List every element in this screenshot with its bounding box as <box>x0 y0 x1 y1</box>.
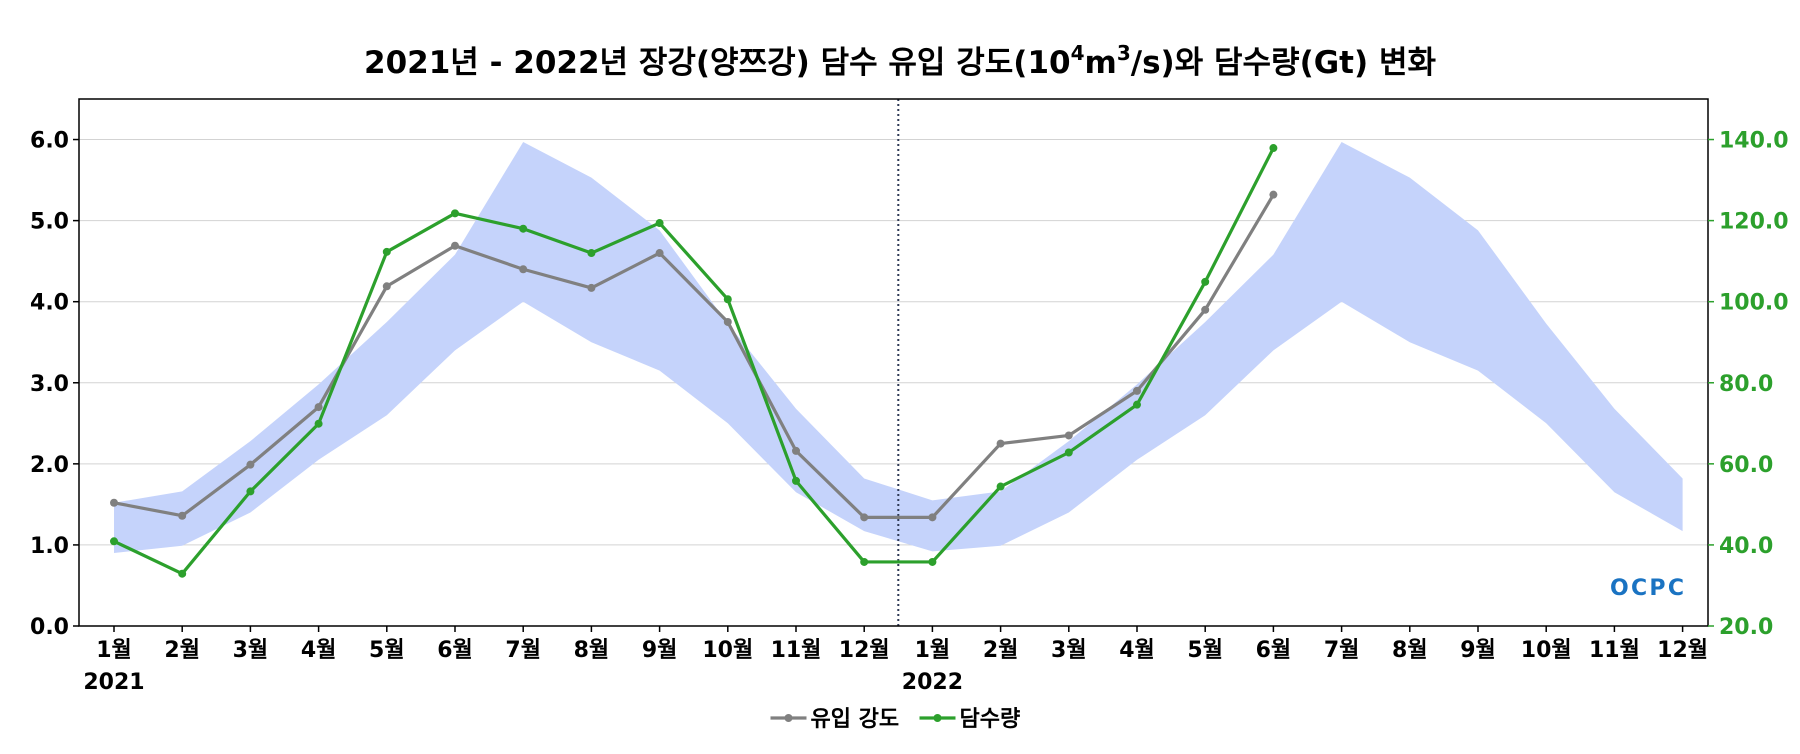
series-0-point-9 <box>723 317 732 326</box>
y-right-tick-label-1: 40.0 <box>1719 534 1773 559</box>
x-tick-label-12: 1월 <box>915 638 951 663</box>
x-tick-label-18: 7월 <box>1324 638 1360 663</box>
series-1-point-16 <box>1201 277 1210 286</box>
series-0-point-7 <box>587 283 596 292</box>
x-tick-label-6: 7월 <box>505 638 541 663</box>
x-tick-label-23: 12월 <box>1657 638 1708 663</box>
series-1-point-7 <box>587 249 596 258</box>
series-1-point-17 <box>1269 144 1278 153</box>
series-0-point-10 <box>792 446 800 455</box>
x-tick-label-10: 11월 <box>771 638 822 663</box>
series-0-point-12 <box>928 513 937 522</box>
x-tick-label-5: 6월 <box>437 638 473 663</box>
series-0-point-1 <box>178 511 187 520</box>
series-0-point-6 <box>519 265 528 274</box>
legend: 유입 강도 담수량 <box>770 707 1021 732</box>
y-right-tick-label-4: 100.0 <box>1719 291 1789 316</box>
chart-title: 2021년 - 2022년 장강(양쯔강) 담수 유입 강도(104m3/s)와… <box>364 41 1436 81</box>
plot-frame <box>78 98 1709 627</box>
series-0-point-17 <box>1269 190 1278 199</box>
series-1-point-4 <box>382 247 391 256</box>
x-tick-label-7: 8월 <box>574 638 610 663</box>
plot-area: 0.0 1.0 2.0 3.0 4.0 5.0 6.0 20.0 40.0 60.0 80.0 100… <box>30 98 1789 695</box>
series-1-point-6 <box>519 224 528 233</box>
x-tick-label-22: 11월 <box>1589 638 1640 663</box>
x-tick-label-15: 4월 <box>1119 638 1155 663</box>
series-0-point-3 <box>314 403 323 412</box>
series-0-point-2 <box>246 460 255 469</box>
y-right-tick-label-3: 80.0 <box>1719 372 1773 397</box>
series-1-point-2 <box>246 487 255 496</box>
x-tick-label-3: 4월 <box>301 638 337 663</box>
series-1-point-0 <box>110 537 118 546</box>
y-right-tick-label-0: 20.0 <box>1719 615 1773 640</box>
series-0-point-11 <box>860 513 869 522</box>
legend-label-0: 유입 강도 <box>811 707 900 732</box>
y-right-tick-label-6: 140.0 <box>1719 129 1789 154</box>
x-tick-label-1: 2월 <box>164 638 200 663</box>
series-1-point-1 <box>178 569 187 578</box>
y-left-tick-label-4: 4.0 <box>30 291 69 316</box>
ocpc-logo: OCPC <box>1610 576 1684 601</box>
x-tick-label-4: 5월 <box>369 638 405 663</box>
series-0-point-5 <box>451 241 459 250</box>
y-right-tick-label-2: 60.0 <box>1719 453 1773 478</box>
x-tick-label-20: 9월 <box>1460 638 1496 663</box>
x-tick-label-2: 3월 <box>233 638 269 663</box>
climatology-band <box>114 141 1683 554</box>
x-tick-label-13: 2월 <box>983 638 1019 663</box>
legend-swatch-marker-0 <box>784 714 793 722</box>
y-left-tick-label-0: 0.0 <box>30 615 69 640</box>
title-part-3: /s)와 담수량(Gt) 변화 <box>1131 45 1437 81</box>
series-0-point-15 <box>1133 386 1141 395</box>
series-line-1 <box>113 147 1275 576</box>
series-1-point-9 <box>723 295 732 304</box>
legend-swatch-marker-1 <box>933 714 942 722</box>
x-tick-label-21: 10월 <box>1521 638 1572 663</box>
series-0-point-16 <box>1201 305 1210 314</box>
x-tick-label-19: 8월 <box>1392 638 1428 663</box>
series-1-point-12 <box>928 557 937 566</box>
x-tick-label-17: 6월 <box>1256 638 1292 663</box>
series-0-point-0 <box>110 498 118 507</box>
series-1-point-10 <box>792 476 800 485</box>
series-1-point-3 <box>314 419 323 428</box>
logo-text: OCPC <box>1610 576 1683 601</box>
series-0-point-4 <box>382 282 391 291</box>
x-tick-label-16: 5월 <box>1187 638 1223 663</box>
y-left-tick-label-2: 2.0 <box>30 453 69 478</box>
y-left-tick-label-5: 5.0 <box>30 210 69 235</box>
x-tick-label-11: 12월 <box>839 638 890 663</box>
title-superscript-1: 4 <box>1071 41 1085 65</box>
y-left-tick-label-6: 6.0 <box>30 129 69 154</box>
x-tick-label-9: 10월 <box>702 638 753 663</box>
series-1-point-11 <box>860 557 869 566</box>
series-1-point-5 <box>451 209 459 218</box>
series-1-point-14 <box>1064 448 1073 457</box>
series-1-point-13 <box>996 482 1005 491</box>
series-0-point-13 <box>996 439 1005 448</box>
title-superscript-2: 3 <box>1117 41 1131 65</box>
y-left-tick-label-3: 3.0 <box>30 372 69 397</box>
y-right-tick-label-5: 120.0 <box>1719 210 1789 235</box>
y-left-tick-label-1: 1.0 <box>30 534 69 559</box>
x-tick-label-14: 3월 <box>1051 638 1087 663</box>
series-0-point-8 <box>655 249 664 258</box>
series-line-0 <box>113 193 1275 519</box>
series-1-point-8 <box>655 219 664 228</box>
series-0-point-14 <box>1064 431 1073 440</box>
year-label-1: 2022 <box>902 670 963 695</box>
title-part-1: 2021년 - 2022년 장강(양쯔강) 담수 유입 강도(10 <box>364 45 1071 81</box>
x-tick-label-8: 9월 <box>642 638 678 663</box>
series-1-point-15 <box>1133 400 1141 409</box>
x-tick-label-0: 1월 <box>96 638 132 663</box>
title-part-2: m <box>1085 45 1117 81</box>
year-label-0: 2021 <box>83 670 144 695</box>
legend-label-1: 담수량 <box>960 707 1021 732</box>
